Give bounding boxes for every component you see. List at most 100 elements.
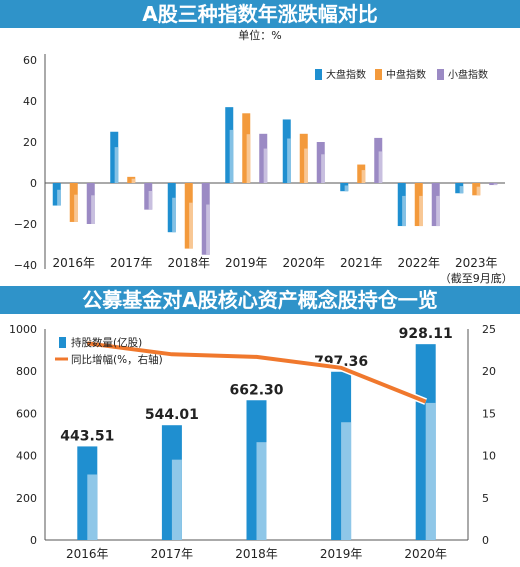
chart1-bar: [431, 183, 440, 227]
chart2-left-tick-label: 1000: [9, 323, 37, 336]
chart1-bar-highlight: [459, 186, 464, 194]
chart1-bar: [472, 183, 481, 196]
chart1-bar-highlight: [57, 189, 61, 206]
chart1-bar: [282, 119, 291, 183]
chart1-bar-highlight: [419, 195, 423, 227]
chart1-bar-highlight: [91, 195, 95, 224]
chart2-line-series: [87, 341, 427, 404]
chart1-bar: [86, 183, 95, 224]
chart1-bar: [184, 183, 193, 249]
chart1-legend-swatch: [375, 69, 382, 80]
chart2-bar-value-label: 443.51: [60, 428, 114, 444]
chart1-bar-highlight: [206, 204, 210, 255]
chart1-bar-highlight: [476, 186, 481, 196]
chart1-bar: [242, 113, 251, 183]
chart2-bar-highlight: [341, 422, 352, 540]
chart1-y-tick-label: −20: [14, 218, 37, 231]
chart2-left-tick-label: 200: [16, 492, 37, 505]
chart1-y-tick-label: 0: [30, 177, 37, 190]
chart1-bar-highlight: [436, 195, 440, 227]
chart1-bar: [489, 183, 498, 186]
chart2-x-tick-label: 2017年: [151, 547, 194, 561]
chart1-bar: [340, 183, 349, 192]
chart2-x-tick-label: 2016年: [66, 547, 109, 561]
chart1-bar-highlight: [402, 195, 406, 227]
chart1-y-tick-label: 60: [23, 54, 37, 67]
chart1-bar: [69, 183, 78, 222]
chart1-x-tick-label: 2020年: [282, 256, 325, 270]
chart1-bar-highlight: [493, 183, 498, 186]
chart1-bar-highlight: [344, 185, 349, 192]
chart2-bar-highlight: [87, 474, 98, 540]
chart1-legend-label: 小盘指数: [448, 68, 488, 81]
chart1-y-tick-label: −40: [14, 259, 37, 272]
chart2-bar-highlight: [171, 459, 182, 540]
chart1-legend-label: 大盘指数: [326, 68, 366, 81]
chart2-x-tick-label: 2020年: [404, 547, 447, 561]
chart1-x-tick-label: 2021年: [340, 256, 383, 270]
chart1-bar-highlight: [378, 151, 383, 183]
chart1-plot: 60 40 20 0 −20 −40 2016年 2017年 2018年 2019年 2020年 20…: [14, 54, 513, 285]
chart1-bar-highlight: [74, 194, 78, 222]
chart1-x-tick-label: 2016年: [52, 256, 95, 270]
chart1-y-tick-label: 40: [23, 95, 37, 108]
chart1-legend-swatch: [437, 69, 444, 80]
chart2-right-tick-label: 15: [482, 407, 496, 420]
chart2-legend-line-label: 同比增幅(%，右轴): [71, 353, 163, 366]
chart1-bar: [110, 131, 119, 183]
chart2-x-tick-label: 2019年: [320, 547, 363, 561]
chart1-bar: [299, 133, 308, 183]
chart1-bar: [201, 183, 210, 255]
chart1-bar-highlight: [246, 134, 251, 183]
chart2-bar-highlight: [256, 442, 267, 540]
chart2-right-tick-label: 5: [482, 492, 489, 505]
chart1-y-tick-label: 20: [23, 136, 37, 149]
chart2-left-tick-label: 400: [16, 450, 37, 463]
chart1-bar: [167, 183, 176, 233]
chart2-bar-value-label: 928.11: [399, 326, 453, 342]
chart2-plot: 1000 800 600 400 200 0 25 20 15 10 5 0 443.51 2016年 54…: [9, 323, 496, 561]
chart2-left-tick-label: 600: [16, 407, 37, 420]
chart1-bar-highlight: [148, 190, 153, 210]
chart1-x-tick-label: 2019年: [225, 256, 268, 270]
chart1-bar-highlight: [321, 154, 325, 183]
chart1-x-tick-note: （截至9月底）: [440, 271, 513, 285]
chart1-title: A股三种指数年涨跌幅对比: [0, 0, 520, 28]
chart1-bar-highlight: [131, 178, 136, 183]
chart1-bar-highlight: [189, 202, 193, 249]
chart1-bar-highlight: [172, 197, 176, 233]
chart1-bar: [316, 142, 325, 183]
chart1-legend-swatch: [315, 69, 322, 80]
chart1-bar-highlight: [263, 148, 268, 183]
chart1-x-tick-label: 2018年: [167, 256, 210, 270]
chart2-right-tick-label: 0: [482, 534, 489, 547]
chart1-x-tick-label: 2023年: [455, 256, 498, 270]
chart1-bar: [225, 107, 234, 183]
chart2-x-tick-label: 2018年: [235, 547, 278, 561]
chart2-legend-bar-label: 持股数量(亿股): [71, 336, 142, 349]
chart1-bar: [127, 176, 136, 183]
chart2-right-tick-label: 25: [482, 323, 496, 336]
chart2-right-tick-label: 10: [482, 450, 496, 463]
chart2-bar-highlight: [425, 402, 436, 540]
chart1-bar: [414, 183, 423, 227]
chart1-bar-highlight: [304, 148, 308, 183]
chart1-bar: [259, 133, 268, 183]
chart2-title: 公募基金对A股核心资产概念股持仓一览: [0, 286, 520, 314]
chart2-bar-value-label: 662.30: [229, 382, 283, 398]
chart2-left-tick-label: 0: [30, 534, 37, 547]
chart1-bar-highlight: [361, 170, 366, 183]
chart1-bar: [374, 137, 383, 183]
chart1-bar: [397, 183, 406, 227]
chart1-legend-label: 中盘指数: [386, 68, 426, 81]
chart1-bar: [144, 183, 153, 210]
chart1-bar-highlight: [114, 147, 119, 183]
chart2-left-tick-label: 800: [16, 365, 37, 378]
chart2-legend-bar-swatch: [59, 337, 66, 348]
chart1-unit-label: 单位：%: [238, 29, 282, 42]
chart1-x-tick-label: 2017年: [110, 256, 153, 270]
chart1-x-tick-label: 2022年: [397, 256, 440, 270]
chart1-bar-highlight: [287, 138, 291, 183]
chart2-bar-value-label: 544.01: [145, 407, 199, 423]
chart1-bar: [455, 183, 464, 194]
